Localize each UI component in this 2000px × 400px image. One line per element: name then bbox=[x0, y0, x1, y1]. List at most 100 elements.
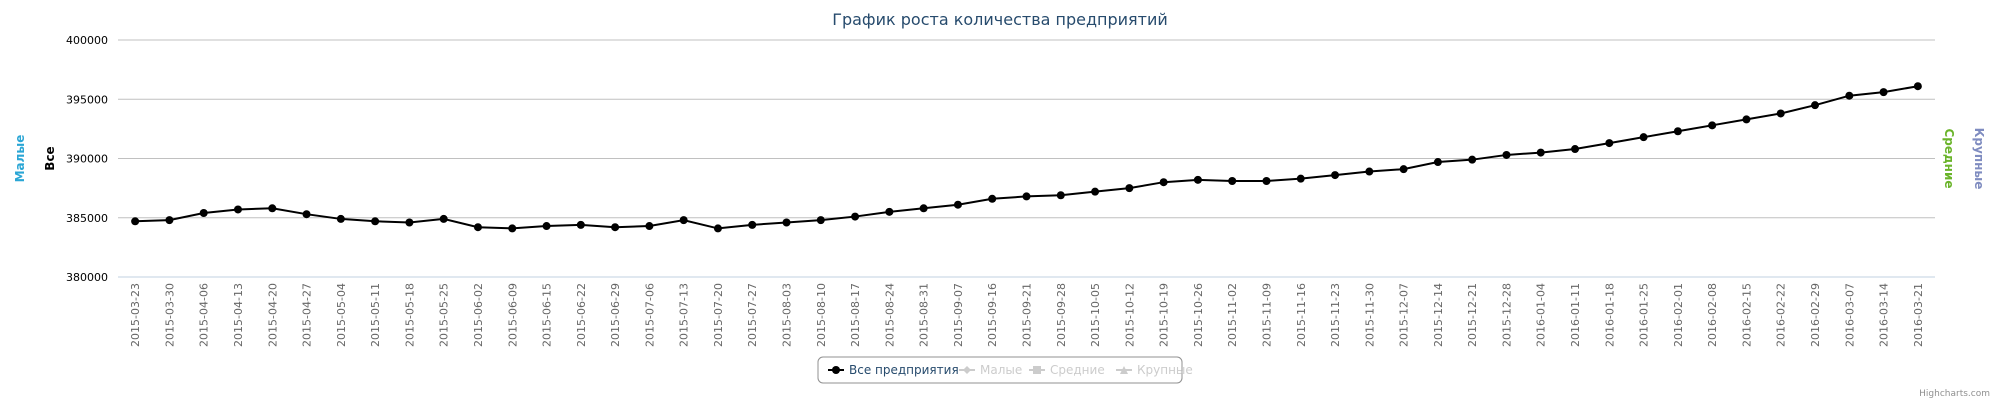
point-marker bbox=[1571, 145, 1580, 154]
point-marker bbox=[713, 224, 722, 233]
x-tick-label: 2016-01-25 bbox=[1638, 283, 1651, 347]
x-tick-label: 2015-12-21 bbox=[1466, 283, 1479, 347]
point-marker bbox=[131, 217, 140, 226]
point-marker bbox=[1091, 187, 1100, 196]
x-tick-label: 2015-08-10 bbox=[815, 283, 828, 347]
x-tick-label: 2015-04-27 bbox=[301, 283, 314, 347]
point-marker bbox=[1125, 184, 1134, 193]
x-tick-label: 2015-09-07 bbox=[952, 283, 965, 347]
legend: Все предприятия Малые Средние Крупные bbox=[817, 356, 1193, 384]
point-marker bbox=[1262, 177, 1271, 186]
point-marker bbox=[199, 209, 208, 218]
point-marker bbox=[1673, 127, 1682, 136]
x-tick-label: 2015-10-26 bbox=[1192, 283, 1205, 347]
point-marker bbox=[1468, 155, 1477, 164]
y-axis-title: Все bbox=[43, 146, 57, 170]
legend-symbol bbox=[832, 366, 840, 374]
x-tick-label: 2015-06-09 bbox=[506, 283, 519, 347]
point-marker bbox=[782, 218, 791, 227]
x-tick-label: 2015-08-17 bbox=[849, 283, 862, 347]
point-marker bbox=[1708, 121, 1717, 130]
point-marker bbox=[645, 222, 654, 231]
point-marker bbox=[1502, 150, 1511, 159]
legend-label[interactable]: Средние bbox=[1050, 363, 1105, 377]
point-marker bbox=[1193, 175, 1202, 184]
y-tick-label: 380000 bbox=[66, 271, 108, 284]
x-tick-label: 2015-08-03 bbox=[781, 283, 794, 347]
point-marker bbox=[473, 223, 482, 232]
point-marker bbox=[1639, 133, 1648, 142]
y-tick-label: 385000 bbox=[66, 212, 108, 225]
point-marker bbox=[816, 216, 825, 225]
x-tick-label: 2016-03-21 bbox=[1912, 283, 1925, 347]
x-tick-label: 2016-02-29 bbox=[1809, 283, 1822, 347]
point-marker bbox=[1879, 88, 1888, 97]
point-marker bbox=[165, 216, 174, 225]
x-tick-label: 2015-03-30 bbox=[163, 283, 176, 347]
x-tick-label: 2015-04-06 bbox=[198, 283, 211, 347]
y-tick-label: 400000 bbox=[66, 34, 108, 47]
point-marker bbox=[1433, 158, 1442, 167]
x-tick-label: 2015-07-27 bbox=[746, 283, 759, 347]
legend-item[interactable]: Все предприятия bbox=[828, 363, 959, 377]
x-tick-label: 2015-05-04 bbox=[335, 283, 348, 347]
point-marker bbox=[851, 212, 860, 221]
x-tick-label: 2015-05-25 bbox=[438, 283, 451, 347]
point-marker bbox=[1331, 171, 1340, 180]
x-tick-label: 2015-11-30 bbox=[1363, 283, 1376, 347]
x-tick-label: 2015-06-22 bbox=[575, 283, 588, 347]
point-marker bbox=[1056, 191, 1065, 200]
point-marker bbox=[953, 200, 962, 209]
legend-symbol bbox=[1033, 366, 1041, 374]
x-tick-label: 2015-09-21 bbox=[1021, 283, 1034, 347]
x-tick-label: 2016-01-18 bbox=[1603, 283, 1616, 347]
legend-item[interactable]: Малые bbox=[959, 363, 1022, 377]
legend-item[interactable]: Крупные bbox=[1116, 363, 1193, 377]
x-tick-label: 2015-06-02 bbox=[472, 283, 485, 347]
y-tick-label: 390000 bbox=[66, 153, 108, 166]
chart-title: График роста количества предприятий bbox=[832, 10, 1168, 29]
point-marker bbox=[1845, 91, 1854, 100]
x-tick-label: 2015-04-13 bbox=[232, 283, 245, 347]
x-tick-label: 2015-09-28 bbox=[1055, 283, 1068, 347]
point-marker bbox=[542, 222, 551, 231]
point-marker bbox=[1742, 115, 1751, 124]
x-tick-label: 2016-02-01 bbox=[1672, 283, 1685, 347]
x-tick-label: 2015-12-28 bbox=[1500, 283, 1513, 347]
x-tick-label: 2016-02-08 bbox=[1706, 283, 1719, 347]
y-axis-title: Крупные bbox=[1972, 128, 1986, 190]
credits[interactable]: Highcharts.com bbox=[1919, 389, 1990, 399]
x-tick-label: 2016-01-04 bbox=[1535, 283, 1548, 347]
x-tick-label: 2015-11-16 bbox=[1295, 283, 1308, 347]
point-marker bbox=[1365, 167, 1374, 176]
x-tick-label: 2015-11-09 bbox=[1260, 283, 1273, 347]
x-tick-label: 2015-06-15 bbox=[541, 283, 554, 347]
point-marker bbox=[885, 207, 894, 216]
x-tick-label: 2015-07-20 bbox=[712, 283, 725, 347]
point-marker bbox=[302, 210, 311, 219]
legend-label[interactable]: Все предприятия bbox=[849, 363, 959, 377]
y-tick-label: 395000 bbox=[66, 93, 108, 106]
x-tick-label: 2016-02-22 bbox=[1775, 283, 1788, 347]
legend-symbol bbox=[963, 366, 971, 374]
legend-box bbox=[817, 356, 1183, 384]
point-marker bbox=[268, 204, 277, 213]
x-tick-label: 2015-12-14 bbox=[1432, 283, 1445, 347]
y-axis-title: Малые bbox=[13, 135, 27, 183]
point-marker bbox=[576, 220, 585, 229]
x-tick-label: 2015-07-13 bbox=[678, 283, 691, 347]
x-tick-label: 2015-04-20 bbox=[266, 283, 279, 347]
x-tick-label: 2015-08-24 bbox=[883, 283, 896, 347]
legend-item[interactable]: Средние bbox=[1029, 363, 1105, 377]
x-tick-label: 2015-05-18 bbox=[403, 283, 416, 347]
x-tick-label: 2015-10-05 bbox=[1089, 283, 1102, 347]
point-marker bbox=[508, 224, 517, 233]
point-marker bbox=[679, 216, 688, 225]
legend-symbol bbox=[1120, 366, 1128, 374]
legend-label[interactable]: Крупные bbox=[1137, 363, 1193, 377]
point-marker bbox=[611, 223, 620, 232]
point-marker bbox=[1776, 109, 1785, 118]
legend-label[interactable]: Малые bbox=[980, 363, 1022, 377]
point-marker bbox=[1913, 82, 1922, 91]
